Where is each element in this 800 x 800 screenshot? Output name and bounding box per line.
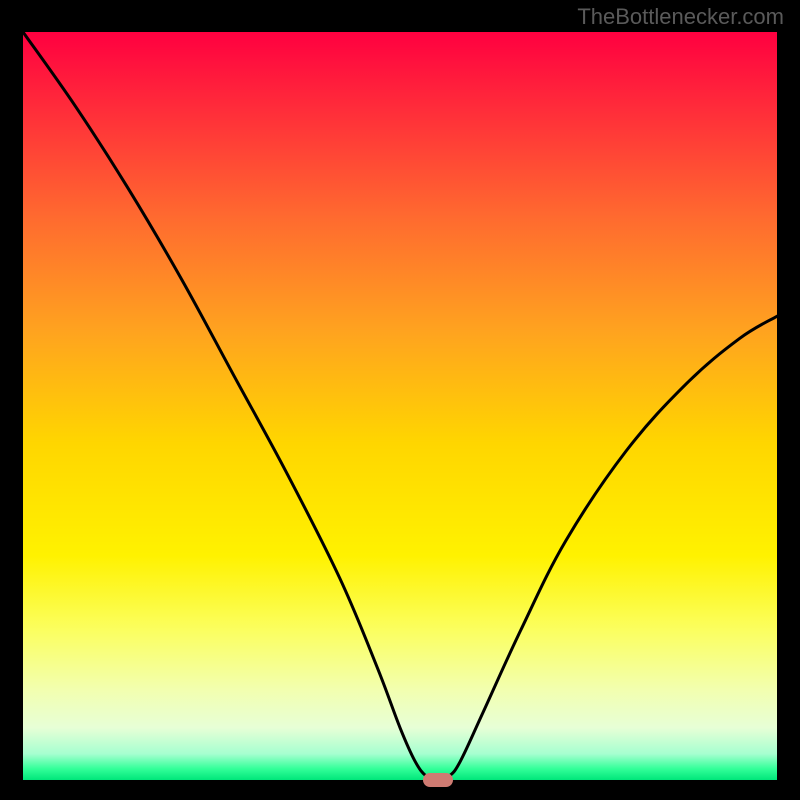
watermark-text: TheBottlenecker.com bbox=[577, 4, 784, 30]
chart-frame: TheBottlenecker.com bbox=[0, 0, 800, 800]
plot-area bbox=[23, 32, 777, 780]
optimal-point-marker bbox=[423, 773, 453, 787]
curve-path bbox=[23, 32, 777, 780]
bottleneck-curve bbox=[23, 32, 777, 780]
